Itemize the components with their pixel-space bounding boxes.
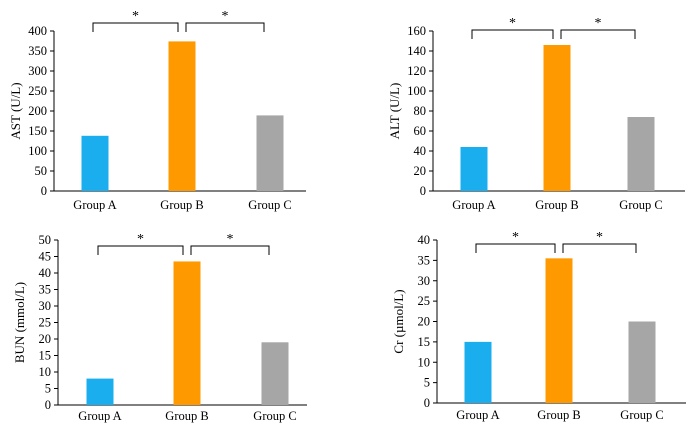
significance-marker: *	[596, 230, 603, 245]
y-tick-label: 40	[39, 266, 52, 280]
y-axis-label: AST (U/L)	[8, 82, 23, 139]
category-label: Group C	[620, 408, 663, 422]
bar-group-c	[261, 342, 289, 405]
y-tick-label: 200	[28, 104, 47, 118]
y-tick-label: 50	[39, 233, 52, 247]
category-label: Group B	[537, 408, 580, 422]
y-axis-label: Cr (µmol/L)	[391, 289, 406, 353]
category-label: Group B	[160, 198, 203, 212]
significance-marker: *	[227, 232, 234, 247]
significance-bracket	[471, 29, 554, 39]
y-tick-label: 300	[28, 64, 47, 78]
bar-group-a	[460, 147, 488, 191]
significance-marker: *	[137, 232, 144, 247]
y-axis-label: BUN (mmol/L)	[12, 282, 27, 363]
y-tick-label: 20	[39, 332, 52, 346]
y-tick-label: 0	[45, 398, 51, 412]
y-tick-label: 35	[418, 253, 431, 267]
category-label: Group C	[619, 198, 662, 212]
y-tick-label: 50	[35, 164, 48, 178]
bar-group-b	[543, 45, 571, 191]
chart-panel-4: 0 5 10 15 20 25 30 35 40 Cr (µmol/L) Group A Group …	[391, 230, 686, 422]
bar-group-a	[464, 341, 492, 403]
category-label: Group C	[253, 409, 296, 423]
y-tick-label: 35	[39, 283, 52, 297]
significance-bracket	[92, 22, 179, 32]
y-tick-label: 20	[418, 315, 431, 329]
y-tick-label: 45	[39, 250, 52, 264]
category-label: Group A	[78, 409, 121, 423]
significance-bracket	[562, 243, 637, 253]
y-tick-label: 40	[414, 144, 427, 158]
y-tick-label: 15	[39, 349, 52, 363]
y-tick-label: 5	[45, 382, 51, 396]
bar-group-c	[628, 321, 656, 403]
y-tick-label: 0	[424, 396, 430, 410]
significance-marker: *	[509, 16, 516, 31]
significance-marker: *	[595, 16, 602, 31]
y-tick-label: 120	[407, 64, 426, 78]
y-tick-label: 400	[28, 24, 47, 38]
significance-marker: *	[222, 9, 229, 24]
y-axis-label: ALT (U/L)	[387, 83, 402, 140]
y-tick-label: 0	[41, 184, 47, 198]
y-tick-label: 100	[407, 84, 426, 98]
y-tick-label: 40	[418, 233, 431, 247]
significance-marker: *	[132, 9, 139, 24]
y-tick-label: 25	[39, 316, 52, 330]
category-label: Group A	[73, 198, 116, 212]
y-tick-label: 150	[28, 124, 47, 138]
chart-panel-3: 0 5 10 15 20 25 30 35 40 45 50 BUN (mmol/L) Group A G…	[12, 232, 307, 423]
y-tick-label: 60	[414, 124, 427, 138]
y-tick-label: 0	[420, 184, 426, 198]
category-label: Group B	[165, 409, 208, 423]
y-tick-label: 100	[28, 144, 47, 158]
y-tick-label: 250	[28, 84, 47, 98]
y-tick-label: 350	[28, 44, 47, 58]
significance-bracket	[475, 243, 556, 253]
y-tick-label: 160	[407, 24, 426, 38]
bar-group-b	[168, 41, 196, 192]
category-label: Group A	[452, 198, 495, 212]
y-tick-label: 30	[39, 299, 52, 313]
y-tick-label: 20	[414, 164, 427, 178]
y-tick-label: 25	[418, 294, 431, 308]
y-tick-label: 80	[414, 104, 427, 118]
significance-marker: *	[512, 230, 519, 245]
y-tick-label: 10	[39, 365, 52, 379]
y-tick-label: 140	[407, 44, 426, 58]
y-tick-label: 5	[424, 376, 430, 390]
bar-group-a	[81, 135, 109, 191]
bar-group-b	[173, 261, 201, 405]
category-label: Group A	[456, 408, 499, 422]
bar-group-c	[256, 115, 284, 191]
y-tick-label: 15	[418, 335, 431, 349]
bar-group-b	[545, 258, 573, 403]
bar-group-a	[86, 378, 114, 405]
category-label: Group B	[535, 198, 578, 212]
chart-panel-2: 0 20 40 60 80 100 120 140 160 ALT (U/L) Group A Gro…	[387, 16, 685, 212]
bar-group-c	[627, 117, 655, 191]
y-tick-label: 30	[418, 274, 431, 288]
significance-bracket	[185, 22, 265, 32]
significance-bracket	[190, 245, 270, 255]
significance-bracket	[97, 245, 184, 255]
category-label: Group C	[248, 198, 291, 212]
y-tick-label: 10	[418, 355, 431, 369]
significance-bracket	[560, 29, 636, 39]
chart-panel-1: 0 50 100 150 200 250 300 350 400 AST (U/L) Group A…	[8, 9, 306, 212]
